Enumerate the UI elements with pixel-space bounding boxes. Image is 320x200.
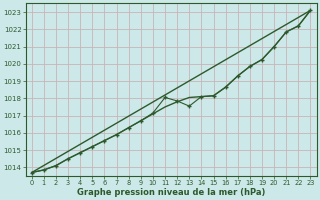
X-axis label: Graphe pression niveau de la mer (hPa): Graphe pression niveau de la mer (hPa) [77, 188, 265, 197]
